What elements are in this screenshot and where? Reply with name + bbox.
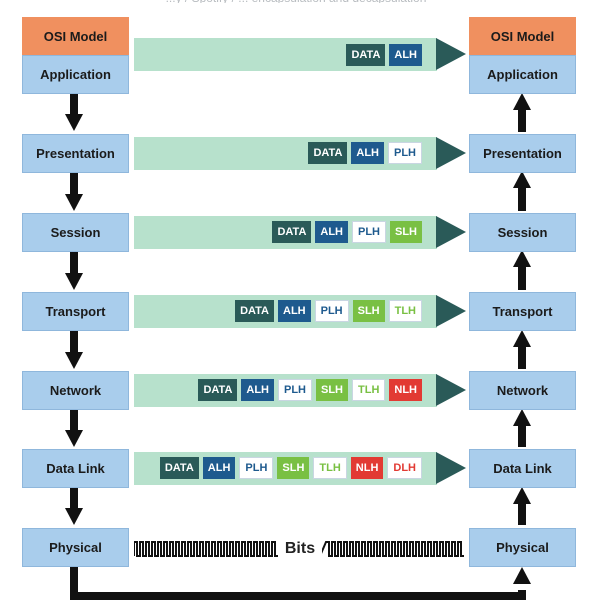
tag-data: DATA	[159, 457, 199, 479]
pdu-band-arrowhead-session	[436, 216, 466, 248]
tag-data: DATA	[272, 221, 312, 243]
sender-layer-application: Application	[22, 55, 129, 94]
physical-connector	[70, 566, 531, 600]
pdu-transport: DATA ALH PLH SLH TLH	[235, 300, 422, 322]
tag-tlh: TLH	[313, 457, 347, 479]
tag-nlh: NLH	[389, 379, 422, 401]
tag-alh: ALH	[278, 300, 311, 322]
tag-alh: ALH	[241, 379, 274, 401]
down-arrow-6	[65, 487, 83, 525]
pdu-band-arrowhead-presentation	[436, 137, 466, 169]
down-arrow-1	[65, 93, 83, 131]
receiver-up-arrows	[513, 93, 531, 525]
up-arrow-5	[513, 409, 531, 447]
sender-layer-data-link: Data Link	[22, 449, 129, 488]
receiver-layer-application: Application	[469, 55, 576, 94]
tag-plh: PLH	[352, 221, 386, 243]
pdu-band-arrowhead-data-link	[436, 452, 466, 484]
receiver-layer-session: Session	[469, 213, 576, 252]
tag-alh: ALH	[351, 142, 384, 164]
bits-label: Bits	[278, 538, 322, 560]
sender-osi-header: OSI Model	[22, 17, 129, 55]
sender-layer-presentation: Presentation	[22, 134, 129, 173]
down-arrow-5	[65, 409, 83, 447]
pdu-session: DATA ALH PLH SLH	[272, 221, 422, 243]
pdu-application: DATA ALH	[346, 44, 422, 66]
tag-slh: SLH	[390, 221, 422, 243]
tag-data: DATA	[346, 44, 386, 66]
tag-tlh: TLH	[352, 379, 386, 401]
tag-dlh: DLH	[387, 457, 422, 479]
tag-alh: ALH	[202, 457, 236, 479]
pdu-network: DATA ALH PLH SLH TLH NLH	[198, 379, 422, 401]
tag-plh: PLH	[314, 300, 349, 322]
receiver-layer-transport: Transport	[469, 292, 576, 331]
tag-nlh: NLH	[350, 457, 384, 479]
tag-data: DATA	[308, 142, 348, 164]
receiver-layer-data-link: Data Link	[469, 449, 576, 488]
receiver-layer-presentation: Presentation	[469, 134, 576, 173]
tag-alh: ALH	[315, 221, 348, 243]
down-arrow-3	[65, 250, 83, 290]
tag-slh: SLH	[277, 457, 310, 479]
tag-alh: ALH	[389, 44, 422, 66]
tag-slh: SLH	[316, 379, 348, 401]
tag-plh: PLH	[278, 379, 312, 401]
sender-layer-physical: Physical	[22, 528, 129, 567]
pdu-band-arrowhead-network	[436, 374, 466, 406]
pdu-band-application	[134, 38, 437, 71]
sender-layer-transport: Transport	[22, 292, 129, 331]
tag-tlh: TLH	[388, 300, 422, 322]
receiver-layer-physical: Physical	[469, 528, 576, 567]
tag-data: DATA	[198, 379, 238, 401]
up-arrow-3	[513, 250, 531, 290]
sender-down-arrows	[65, 93, 83, 525]
pdu-data-link: DATA ALH PLH SLH TLH NLH DLH	[159, 457, 422, 479]
tag-slh: SLH	[352, 300, 385, 322]
pdu-presentation: DATA ALH PLH	[308, 142, 422, 164]
down-arrow-2	[65, 171, 83, 211]
up-arrow-2	[513, 171, 531, 211]
receiver-osi-header: OSI Model	[469, 17, 576, 55]
pdu-band-presentation	[134, 137, 437, 170]
up-arrow-1	[513, 93, 531, 132]
up-arrow-4	[513, 330, 531, 369]
sender-layer-network: Network	[22, 371, 129, 410]
tag-data: DATA	[235, 300, 274, 322]
tag-plh: PLH	[239, 457, 274, 479]
pdu-band-arrowhead-transport	[436, 295, 466, 327]
down-arrow-4	[65, 330, 83, 369]
up-arrow-6	[513, 487, 531, 525]
sender-layer-session: Session	[22, 213, 129, 252]
pdu-band-arrowhead-application	[436, 38, 466, 70]
top-caption: ...y / Spotify / ... encapsulation and d…	[40, 0, 552, 3]
tag-plh: PLH	[388, 142, 422, 164]
receiver-layer-network: Network	[469, 371, 576, 410]
